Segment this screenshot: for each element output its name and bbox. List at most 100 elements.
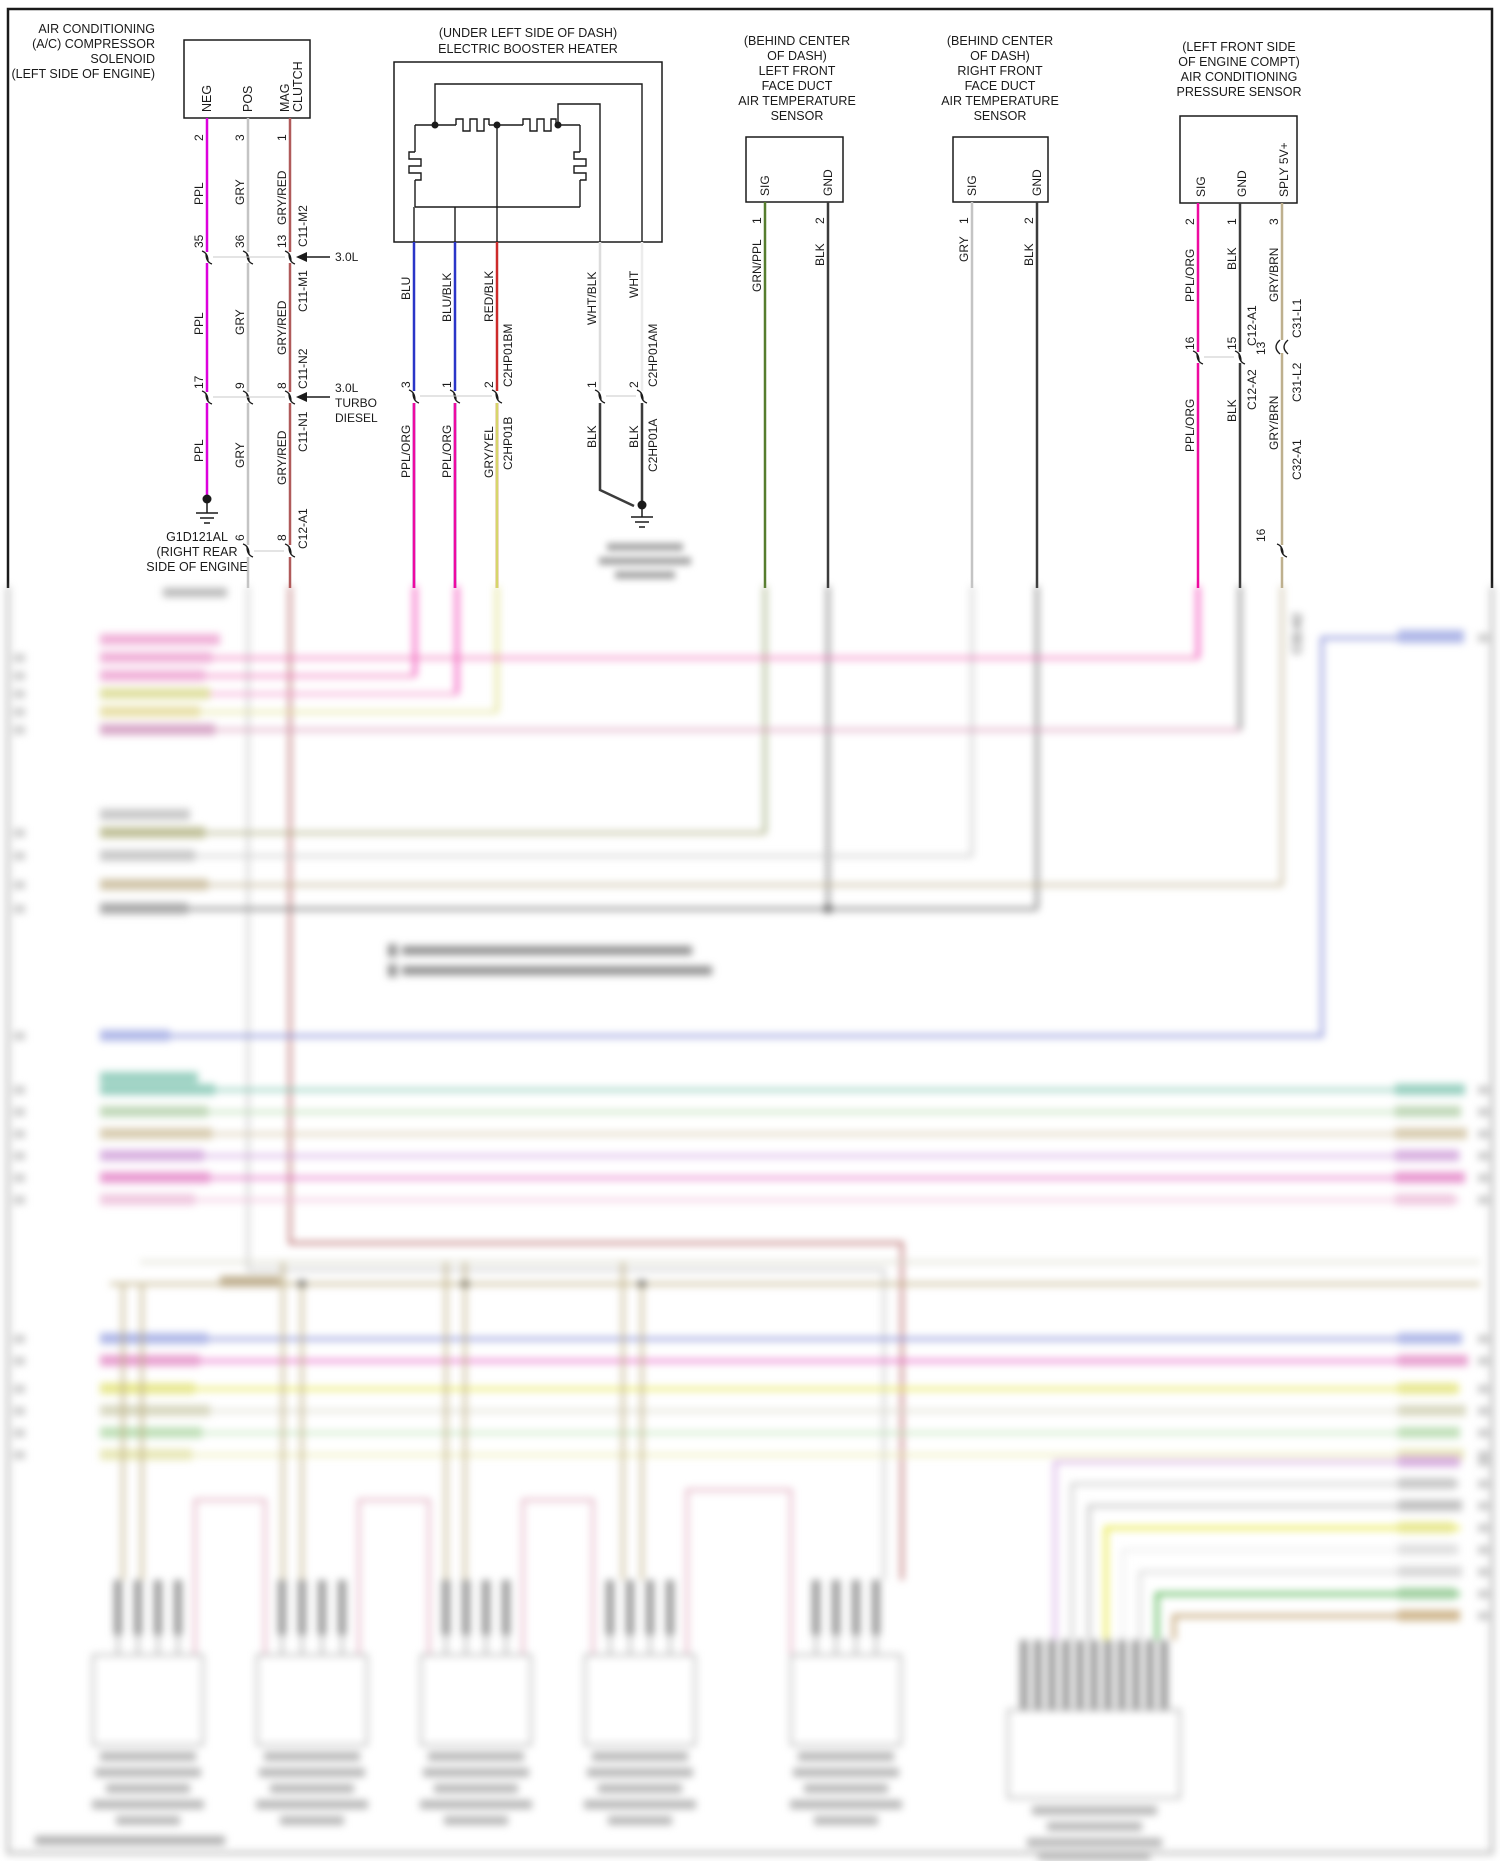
wire-continuations: [246, 586, 1284, 1580]
component-title: (BEHIND CENTER: [744, 34, 850, 48]
wire-label: PPL: [192, 182, 206, 205]
booster-heater-section: (UNDER LEFT SIDE OF DASH) ELECTRIC BOOST…: [393, 26, 663, 588]
component-box: [393, 61, 663, 243]
component-title: AIR CONDITIONING: [1181, 70, 1298, 84]
pressure-sensor-section: (LEFT FRONT SIDE OF ENGINE COMPT) AIR CO…: [1176, 40, 1304, 588]
pin-number: 2: [627, 381, 641, 388]
blurred-label: [100, 634, 220, 735]
ground-icon: [196, 494, 218, 524]
connector-label: C11-M1: [296, 270, 310, 312]
pin-number: 15: [1225, 336, 1239, 350]
pin-number: 1: [275, 134, 289, 141]
pin-number: 16: [1254, 528, 1268, 542]
blurred-copyright: [35, 1836, 225, 1845]
junction-dot-icon: [824, 905, 832, 913]
component-title: PRESSURE SENSOR: [1176, 85, 1301, 99]
terminal-label: SPLY 5V+: [1277, 142, 1291, 197]
connector-label: C31-L2: [1290, 362, 1304, 402]
terminal-label: GND: [1030, 169, 1044, 196]
component-title: (A/C) COMPRESSOR: [32, 37, 155, 51]
pin-number: 8: [275, 382, 289, 389]
terminal-label: GND: [821, 169, 835, 196]
pin-number: 2: [1183, 218, 1197, 225]
blurred-ground-label: [595, 538, 695, 590]
jumper-loop: [193, 1488, 793, 1655]
wire-label: PPL/ORG: [1183, 399, 1197, 452]
pin-ticks: [14, 634, 1489, 1620]
blurred-label: [220, 1276, 280, 1287]
wire-run: [103, 1260, 1480, 1457]
wire-label: BLK: [585, 425, 599, 448]
component-title: (BEHIND CENTER: [947, 34, 1053, 48]
component-title: OF DASH): [970, 49, 1030, 63]
connector-label: C2HP01BM: [501, 324, 515, 387]
wire-label: BLU/BLK: [440, 273, 454, 322]
terminal-label: SIG: [1194, 176, 1208, 197]
inline-connector-icon: [1275, 339, 1289, 355]
svg-text:TURBO: TURBO: [335, 396, 377, 410]
pin-number: 2: [1022, 217, 1036, 224]
component-box: [1179, 115, 1298, 204]
pin-number: 13: [275, 234, 289, 248]
pin-number: 8: [275, 534, 289, 541]
junction-dot-icon: [554, 121, 562, 129]
wire-break-icon: [408, 389, 648, 404]
connector-label: C12-A1: [296, 508, 310, 549]
pin-number: 3: [1267, 218, 1281, 225]
component-feed-wires: [121, 1262, 644, 1580]
connector-label: C2HP01A: [646, 419, 660, 472]
blurred-big-connector: [1007, 1640, 1181, 1861]
wire-run: [103, 831, 1282, 911]
wire-break-icon: [201, 250, 296, 558]
wire-label: PPL: [192, 312, 206, 335]
component-title: (LEFT FRONT SIDE: [1182, 40, 1295, 54]
connector-label: C11-N1: [296, 411, 310, 452]
component-title: AIR TEMPERATURE: [738, 94, 856, 108]
wire-label: GRN/PPL: [750, 239, 764, 292]
ground-label: G1D121AL: [166, 530, 228, 544]
component-box: [745, 136, 844, 203]
component-title: LEFT FRONT: [759, 64, 836, 78]
right-temp-sensor-section: (BEHIND CENTER OF DASH) RIGHT FRONT FACE…: [941, 34, 1059, 588]
blurred-text: [163, 588, 227, 597]
terminal-label: GND: [1235, 170, 1249, 197]
pin-number: 1: [1225, 218, 1239, 225]
blurred-label: [1398, 630, 1464, 643]
diagram-sharp-layer: AIR CONDITIONING (A/C) COMPRESSOR SOLENO…: [6, 7, 1494, 588]
pin-number: 3: [233, 134, 247, 141]
pin-number: 2: [482, 381, 496, 388]
wire-label: PPL: [192, 439, 206, 462]
blurred-label: [100, 809, 208, 914]
wire-label: BLU: [399, 277, 413, 300]
wire-label: PPL/ORG: [399, 425, 413, 478]
blurred-component: [91, 1579, 205, 1826]
terminal-label: SIG: [965, 175, 979, 196]
wire-label: PPL/ORG: [1183, 249, 1197, 302]
wire-label: BLK: [1225, 399, 1239, 422]
component-title: ELECTRIC BOOSTER HEATER: [438, 42, 618, 56]
pin-number: 16: [1183, 336, 1197, 350]
svg-text:DIESEL: DIESEL: [335, 411, 378, 425]
pin-number: 13: [1254, 341, 1268, 355]
connector-label: C12-A1: [1245, 305, 1259, 346]
blurred-component: [583, 1579, 697, 1826]
blurred-component: [789, 1579, 903, 1826]
component-title: RIGHT FRONT: [957, 64, 1043, 78]
component-box: [952, 136, 1049, 203]
blurred-label: [100, 1072, 1467, 1205]
connector-label: C32-A2: [1290, 613, 1304, 654]
connector-label: C2HP01B: [501, 417, 515, 470]
component-title: (LEFT SIDE OF ENGINE): [11, 67, 155, 81]
connector-label: C12-A2: [1245, 369, 1259, 410]
component-title: SENSOR: [771, 109, 824, 123]
wire-label: GRY/RED: [275, 300, 289, 355]
wire-label: RED/BLK: [482, 271, 496, 322]
wire-run-blu: [103, 636, 1462, 1038]
terminal-label: CLUTCH: [291, 61, 305, 112]
pin-number: 1: [585, 381, 599, 388]
component-title: FACE DUCT: [965, 79, 1036, 93]
terminal-label: NEG: [200, 85, 214, 112]
wire-run: [103, 656, 1240, 732]
pin-number: 1: [957, 217, 971, 224]
